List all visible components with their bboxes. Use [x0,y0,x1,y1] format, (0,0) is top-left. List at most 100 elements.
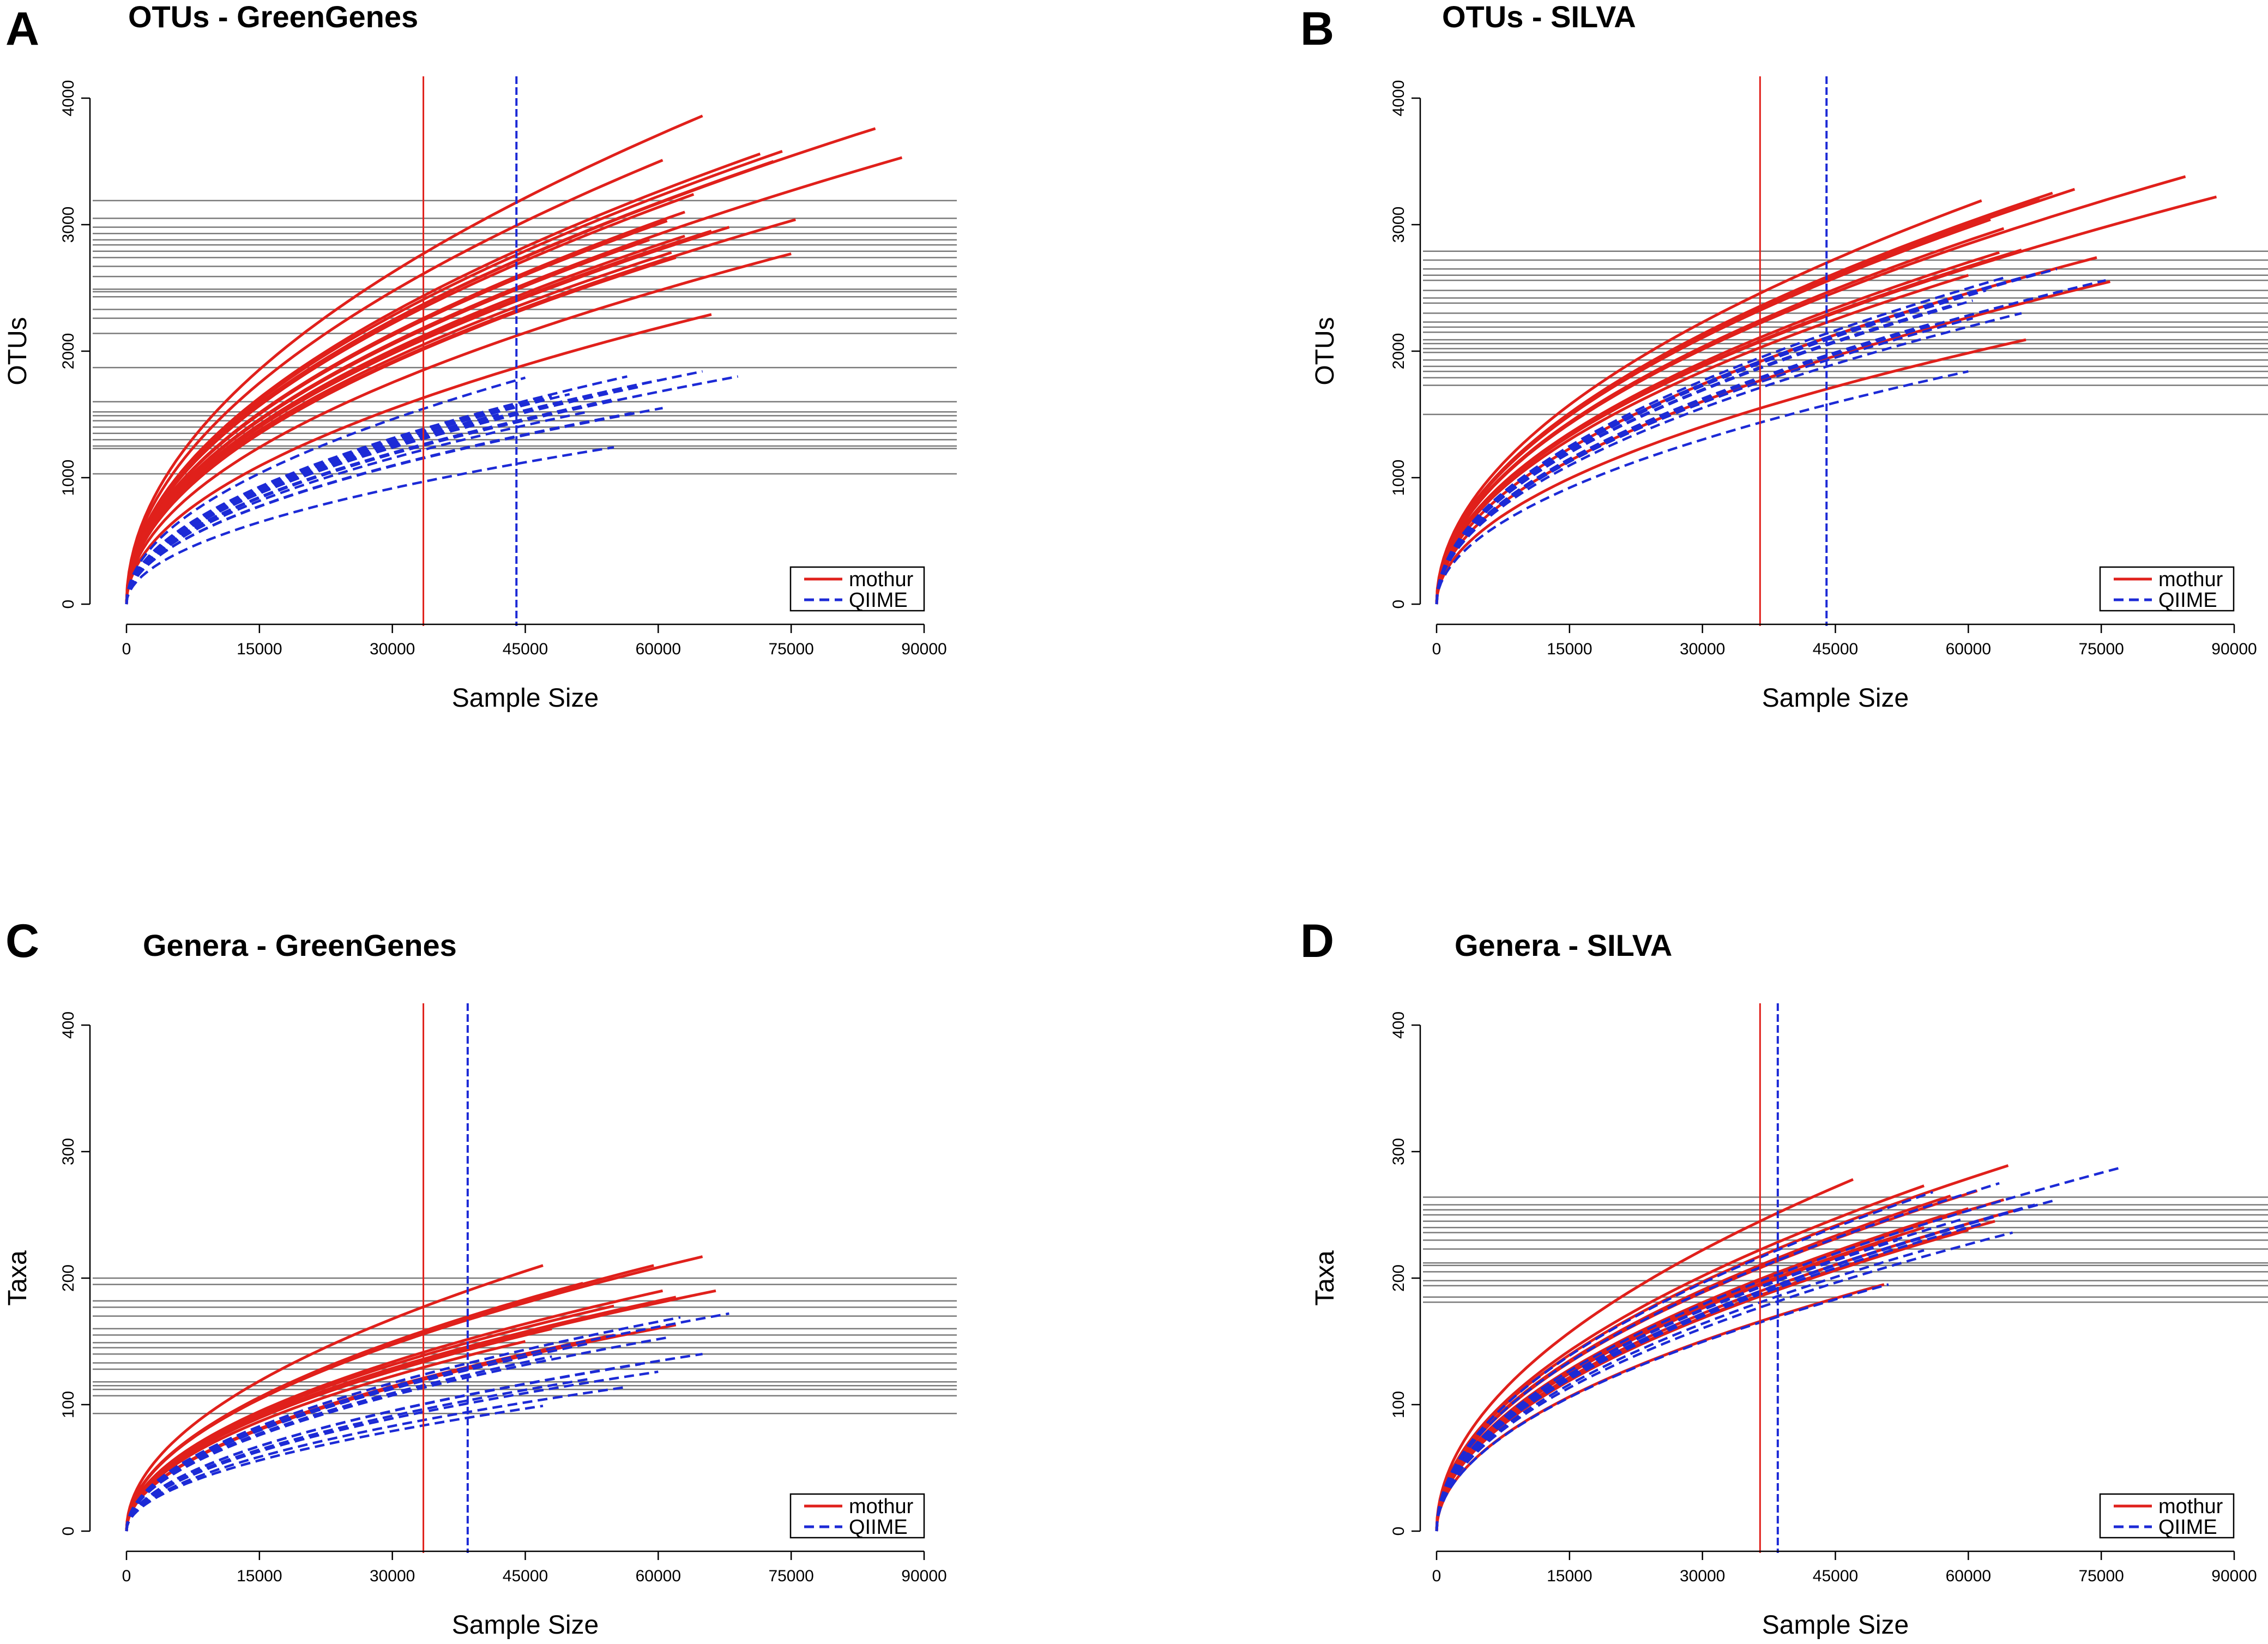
y-tick-label: 2000 [59,333,77,370]
mothur-curve [125,159,663,605]
y-tick-label: 0 [59,600,77,609]
mothur-curve [125,152,761,605]
y-tick-label: 0 [59,1527,77,1536]
mothur-curve [1435,1194,1951,1532]
x-tick-label: 75000 [768,1567,813,1585]
mothur-curve [1435,1236,1898,1532]
y-tick-label: 3000 [59,207,77,243]
qiime-curve [125,385,641,605]
mothur-curve [1435,1164,2009,1532]
mothur-curve [1435,1184,1925,1532]
x-tick-label: 0 [1432,1567,1441,1585]
mothur-curve [125,256,677,605]
x-tick-label: 0 [122,1567,131,1585]
mothur-curve [1435,199,1982,605]
mothur-curve [125,1340,526,1532]
qiime-curve [1435,275,2009,605]
x-tick-label: 90000 [901,640,946,658]
mothur-curve [125,115,703,605]
qiime-curve [1435,1191,1934,1532]
qiime-curve [125,1336,668,1532]
x-tick-label: 30000 [1680,1567,1725,1585]
mothur-curve [125,1264,544,1532]
y-tick-label: 1000 [59,460,77,496]
qiime-curve [1435,272,2040,605]
panel-b: B OTUs - SILVA 0 1000 2000 3000 4000 0 15000 3000… [1300,0,2268,713]
y-tick-label: 200 [1390,1264,1408,1292]
panel-c: C Genera - GreenGenes 0 100 200 300 400 0 15000 3… [3,915,957,1640]
mothur-curve [125,1281,583,1532]
mothur-curve [1435,262,1978,605]
y-axis-label: Taxa [1311,1250,1340,1306]
qiime-curve [1435,279,2106,605]
y-tick-label: 200 [59,1264,77,1292]
mothur-curve [1435,191,2053,605]
qiime-curve [1435,1239,1898,1532]
panel-letter: D [1300,915,1334,967]
panel-letter: A [5,3,39,55]
qiime-curve [125,411,588,605]
panel-title: Genera - SILVA [1455,928,1672,962]
mothur-curve [125,1264,654,1532]
qiime-curve [1435,1283,1889,1532]
qiime-curve [1435,1167,2120,1532]
mothur-curve [125,1255,703,1532]
mothur-curve [125,150,783,605]
legend-qiime-label: QIIME [849,589,908,612]
mothur-curve [125,1285,579,1532]
y-axis-label: OTUs [1311,317,1340,385]
y-tick-label: 0 [1390,1527,1408,1536]
x-tick-label: 0 [122,640,131,658]
x-axis-label: Sample Size [452,684,599,713]
x-tick-label: 90000 [2211,1567,2257,1585]
x-tick-label: 15000 [237,640,282,658]
mothur-curve [125,230,712,605]
legend-mothur-label: mothur [2158,1495,2223,1518]
qiime-curve [125,446,614,605]
y-tick-label: 400 [1390,1011,1408,1039]
x-tick-label: 30000 [370,640,415,658]
qiime-curve [125,1378,588,1532]
mothur-curve [1435,280,2110,605]
legend-box [2099,1493,2235,1539]
qiime-curve [1435,370,1969,605]
x-tick-label: 90000 [901,1567,946,1585]
x-tick-label: 90000 [2211,640,2257,658]
mothur-curve [1435,218,1991,605]
x-axis-label: Sample Size [452,1611,599,1640]
x-tick-label: 45000 [1813,640,1858,658]
mothur-curve [125,252,792,605]
qiime-curve [125,1363,641,1532]
x-tick-label: 75000 [2078,1567,2124,1585]
qiime-curve [1435,1249,1925,1532]
mothur-curve [1435,1178,1854,1532]
y-tick-label: 400 [59,1011,77,1039]
qiime-curve [125,376,526,605]
y-tick-label: 4000 [59,80,77,117]
y-tick-label: 1000 [1390,460,1408,496]
y-tick-label: 100 [59,1391,77,1418]
legend-box [789,1493,925,1539]
y-tick-label: 2000 [1390,333,1408,370]
mothur-curve [125,1323,677,1532]
panel-d: D Genera - SILVA 0 100 200 300 400 0 15000 30000 4… [1300,915,2268,1640]
x-tick-label: 75000 [768,640,813,658]
y-axis-label: OTUs [3,317,32,385]
x-tick-label: 30000 [370,1567,415,1585]
mothur-curve [125,313,712,605]
x-tick-label: 60000 [1946,1567,1991,1585]
mothur-curve [125,251,672,605]
y-tick-label: 300 [1390,1138,1408,1165]
mothur-curve [1435,227,2005,605]
x-tick-label: 60000 [1946,640,1991,658]
qiime-curve [125,1355,552,1532]
mothur-curve [125,1289,663,1532]
y-tick-label: 300 [59,1138,77,1165]
qiime-curve [125,1386,628,1532]
qiime-curve [1435,322,1933,605]
x-tick-label: 75000 [2078,640,2124,658]
x-tick-label: 60000 [636,1567,681,1585]
x-tick-label: 60000 [636,640,681,658]
